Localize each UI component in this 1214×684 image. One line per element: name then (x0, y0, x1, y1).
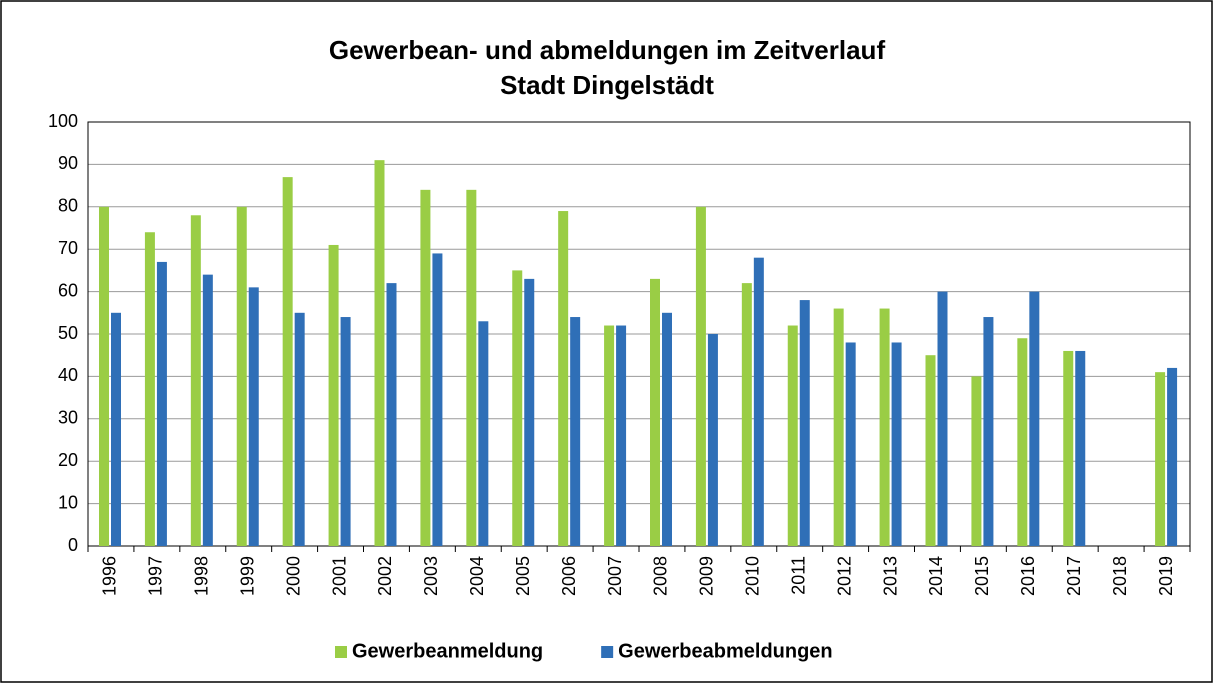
bar (203, 275, 213, 546)
bar (834, 309, 844, 546)
bar (341, 317, 351, 546)
x-tick-label: 1997 (146, 556, 166, 596)
x-tick-label: 2018 (1110, 556, 1130, 596)
bar (662, 313, 672, 546)
bar (650, 279, 660, 546)
x-tick-label: 2011 (788, 556, 808, 595)
y-tick-label: 100 (48, 111, 78, 131)
bar (387, 283, 397, 546)
y-tick-label: 80 (58, 196, 78, 216)
x-tick-label: 2004 (467, 556, 487, 596)
chart-title: Gewerbean- und abmeldungen im Zeitverlau… (329, 35, 886, 65)
y-tick-label: 50 (58, 323, 78, 343)
bar (788, 326, 798, 546)
x-tick-label: 1999 (237, 556, 257, 596)
x-tick-label: 2005 (513, 556, 533, 596)
bar (1167, 368, 1177, 546)
bar (478, 321, 488, 546)
x-tick-label: 2014 (926, 556, 946, 596)
x-tick-label: 1996 (100, 556, 120, 596)
bar (616, 326, 626, 546)
bar (604, 326, 614, 546)
bar (558, 211, 568, 546)
bar (1029, 292, 1039, 546)
bar (99, 207, 109, 546)
x-tick-label: 2000 (283, 556, 303, 596)
bar (926, 355, 936, 546)
bar (524, 279, 534, 546)
legend-label: Gewerbeanmeldung (352, 640, 543, 662)
bar (329, 245, 339, 546)
bar (971, 376, 981, 546)
bar (696, 207, 706, 546)
x-tick-label: 2002 (375, 556, 395, 596)
x-tick-label: 2015 (972, 556, 992, 596)
bar (754, 258, 764, 546)
chart-subtitle: Stadt Dingelstädt (500, 70, 714, 100)
bar (938, 292, 948, 546)
x-tick-label: 2001 (329, 556, 349, 596)
x-tick-label: 2013 (880, 556, 900, 596)
y-tick-label: 90 (58, 153, 78, 173)
legend-label: Gewerbeabmeldungen (618, 640, 833, 662)
bar (466, 190, 476, 546)
bar (375, 160, 385, 546)
bar (1155, 372, 1165, 546)
x-tick-label: 2006 (559, 556, 579, 596)
y-tick-label: 10 (58, 492, 78, 512)
y-tick-label: 20 (58, 450, 78, 470)
bar (249, 287, 259, 546)
bar (111, 313, 121, 546)
x-tick-label: 2017 (1064, 556, 1084, 596)
bar (295, 313, 305, 546)
bar (983, 317, 993, 546)
y-tick-label: 0 (68, 535, 78, 555)
bar (420, 190, 430, 546)
bar (145, 232, 155, 546)
legend-swatch (601, 646, 613, 658)
bar (191, 215, 201, 546)
bar (237, 207, 247, 546)
x-tick-label: 2019 (1156, 556, 1176, 596)
y-tick-label: 70 (58, 238, 78, 258)
x-tick-label: 2010 (743, 556, 763, 596)
x-tick-label: 2008 (651, 556, 671, 596)
bar (157, 262, 167, 546)
x-tick-label: 2007 (605, 556, 625, 596)
bar (880, 309, 890, 546)
bar (1017, 338, 1027, 546)
x-tick-label: 2003 (421, 556, 441, 596)
y-tick-label: 30 (58, 408, 78, 428)
y-tick-label: 60 (58, 280, 78, 300)
legend-swatch (335, 646, 347, 658)
bar (800, 300, 810, 546)
bar (570, 317, 580, 546)
bar (1063, 351, 1073, 546)
bar (1075, 351, 1085, 546)
bar (892, 342, 902, 546)
x-tick-label: 2009 (697, 556, 717, 596)
x-tick-label: 1998 (192, 556, 212, 596)
bar (742, 283, 752, 546)
bar (512, 270, 522, 546)
y-tick-label: 40 (58, 365, 78, 385)
bar (283, 177, 293, 546)
x-tick-label: 2012 (834, 556, 854, 596)
bar (432, 253, 442, 546)
x-tick-label: 2016 (1018, 556, 1038, 596)
bar (708, 334, 718, 546)
chart: Gewerbean- und abmeldungen im Zeitverlau… (0, 0, 1214, 684)
bar (846, 342, 856, 546)
